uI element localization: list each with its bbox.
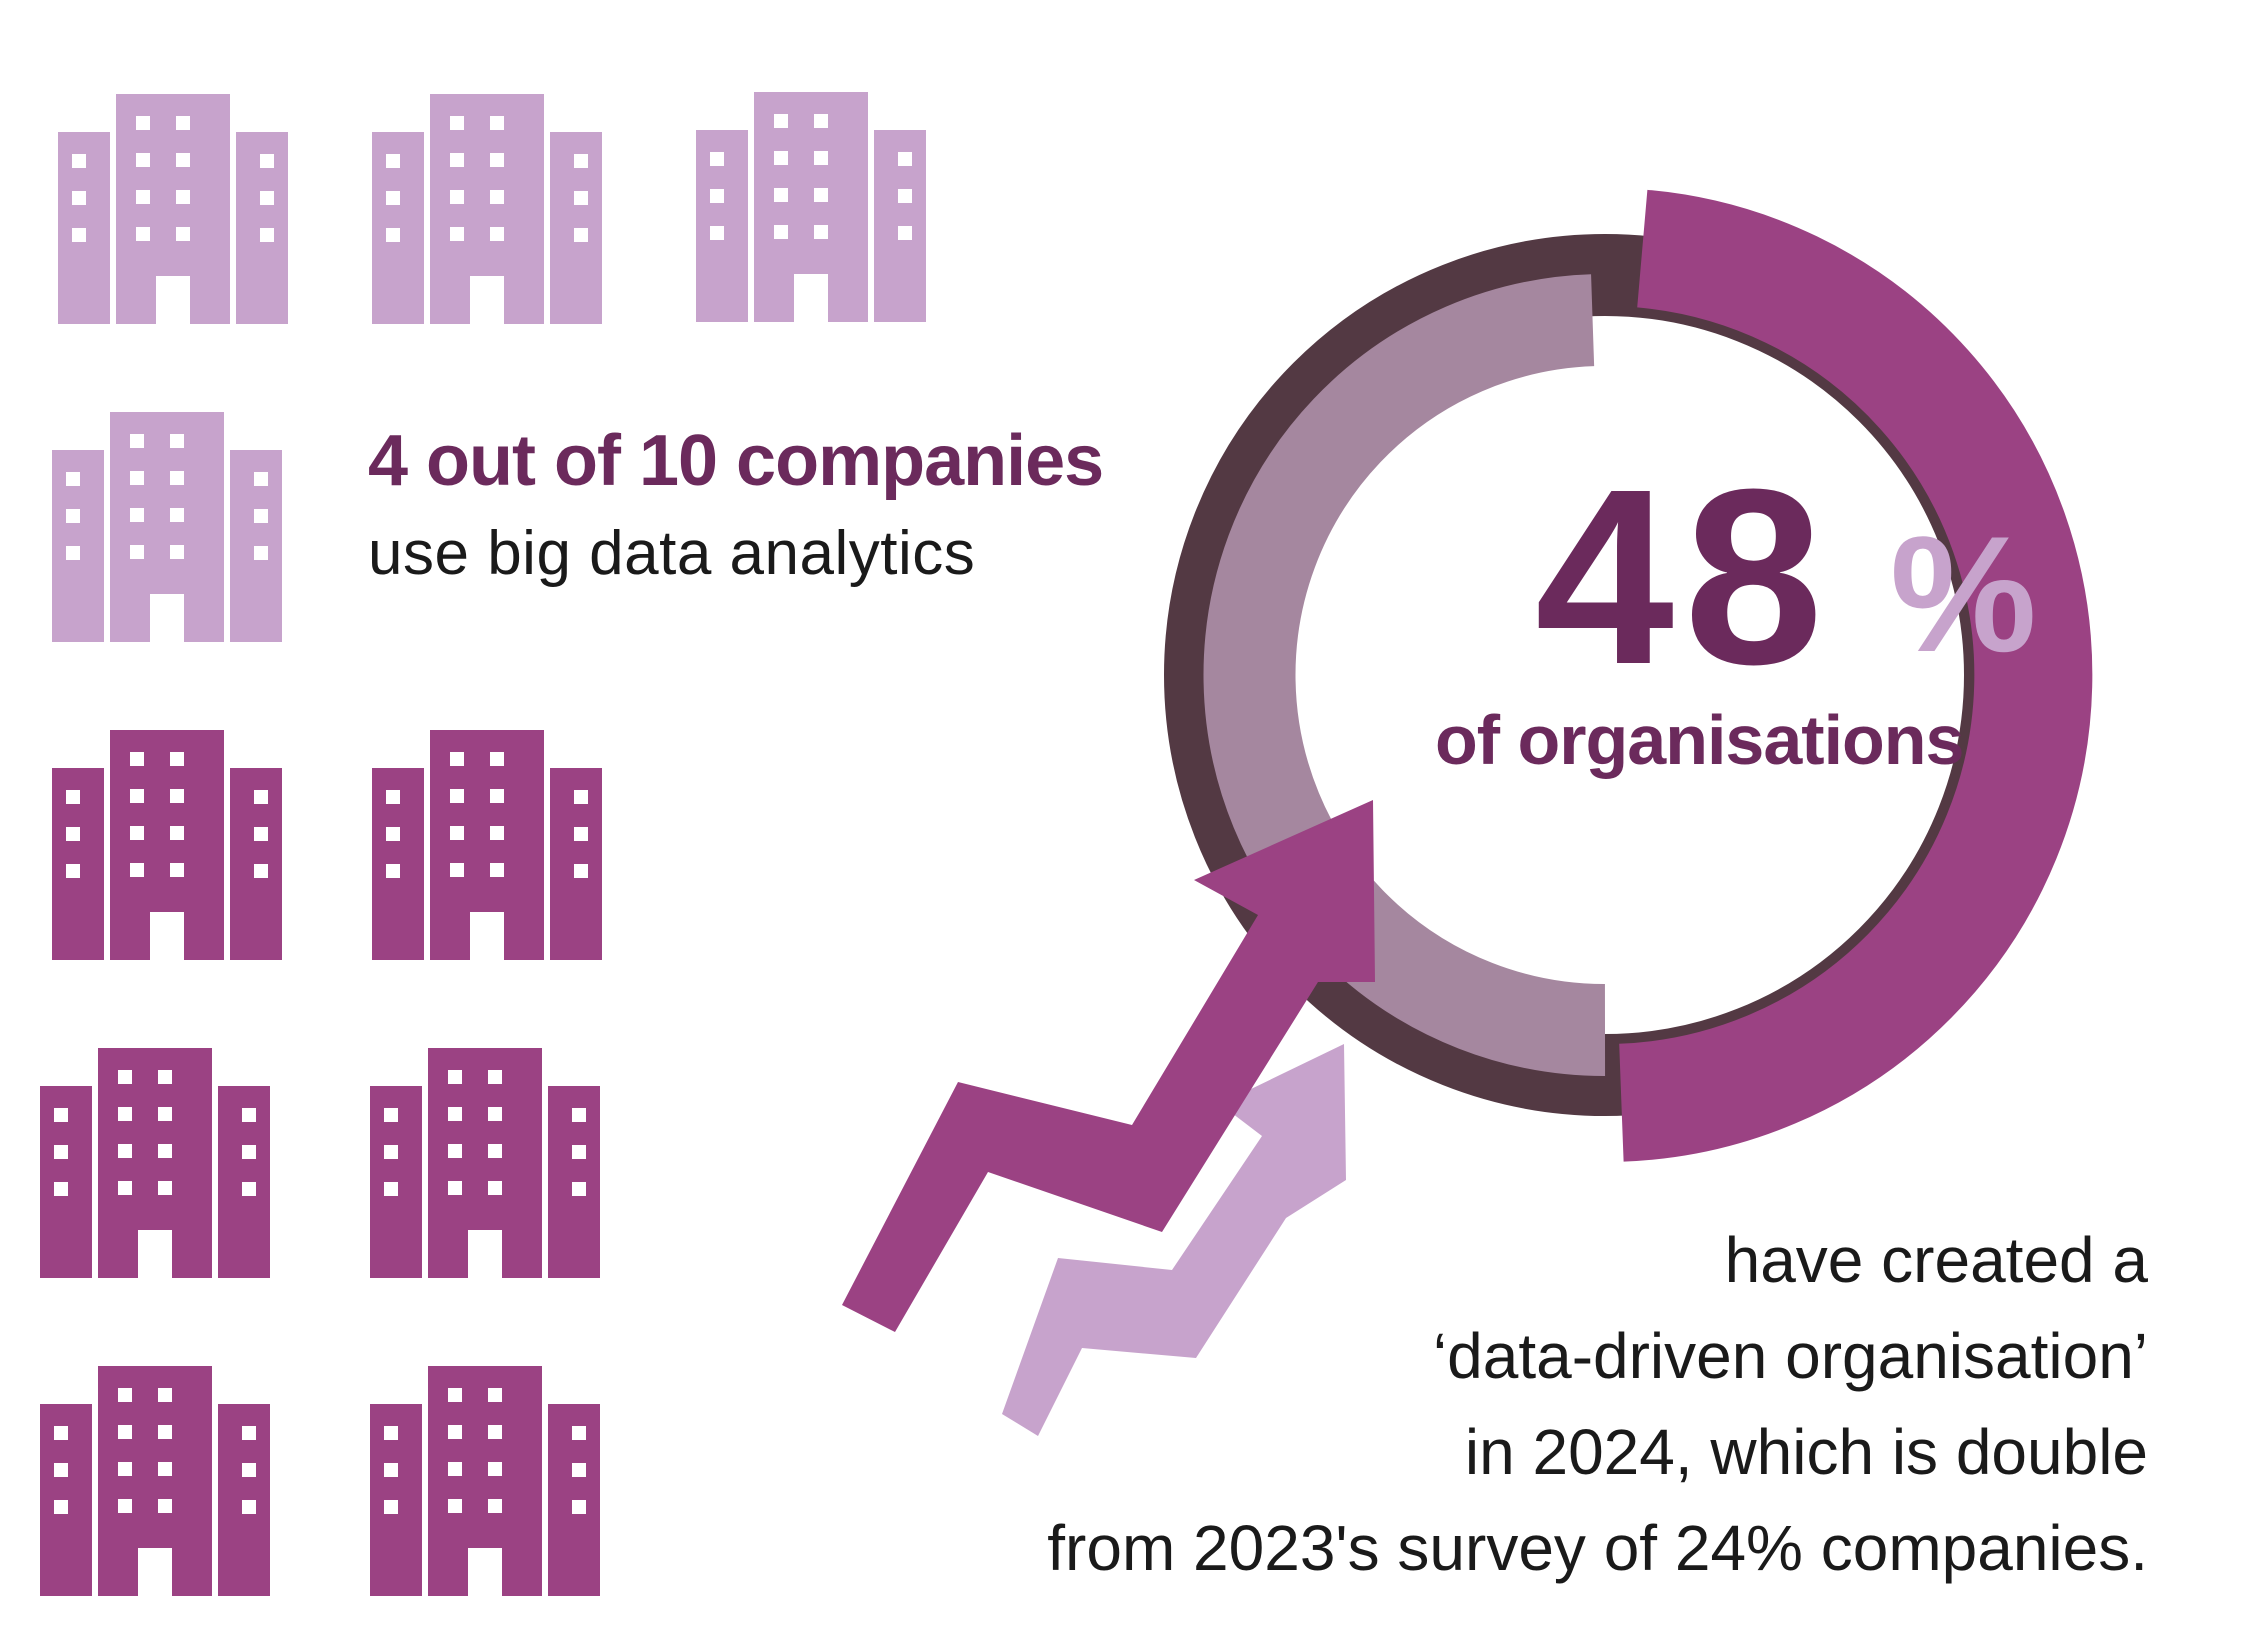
organisations-description: have created a ‘data-driven organisation… — [748, 1212, 2148, 1596]
trend-arrow-icon — [842, 800, 1375, 1332]
building-icon — [40, 1366, 270, 1596]
building-icon — [370, 1366, 600, 1596]
organisations-label: of organisations — [1435, 701, 1964, 779]
building-icon — [40, 1048, 270, 1278]
building-icon — [52, 730, 282, 960]
percentage-number: 48 — [1535, 437, 1834, 716]
description-line: ‘data-driven organisation’ — [1432, 1320, 2148, 1392]
companies-headline: 4 out of 10 companies — [368, 421, 1104, 501]
description-line: from 2023's survey of 24% companies. — [1047, 1512, 2148, 1584]
building-icon — [370, 1048, 600, 1278]
description-line: have created a — [1724, 1224, 2148, 1296]
building-icon — [372, 94, 602, 324]
description-line: in 2024, which is double — [1464, 1416, 2148, 1488]
percent-sign: % — [1890, 502, 2037, 686]
companies-subline: use big data analytics — [368, 519, 976, 588]
ring-accent-segment — [1619, 189, 2093, 1162]
trend-arrow-small-icon — [1002, 1044, 1346, 1436]
building-icon — [58, 94, 288, 324]
building-icon — [372, 730, 602, 960]
building-icon — [52, 412, 282, 642]
donut-ring — [1164, 189, 2093, 1162]
building-icon — [696, 92, 926, 322]
ring-light-segment — [1203, 274, 1606, 1076]
